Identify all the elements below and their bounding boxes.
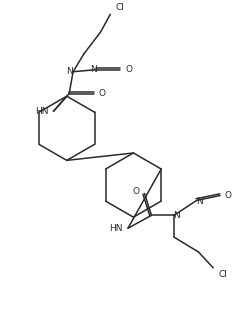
Text: O: O — [225, 191, 232, 200]
Text: HN: HN — [110, 224, 123, 233]
Text: Cl: Cl — [218, 270, 227, 279]
Text: N: N — [90, 65, 97, 74]
Text: O: O — [99, 89, 106, 98]
Text: O: O — [133, 187, 140, 196]
Text: N: N — [196, 197, 202, 206]
Text: Cl: Cl — [115, 3, 124, 12]
Text: N: N — [173, 211, 180, 220]
Text: N: N — [66, 67, 73, 76]
Text: HN: HN — [35, 107, 49, 116]
Text: O: O — [125, 65, 132, 74]
